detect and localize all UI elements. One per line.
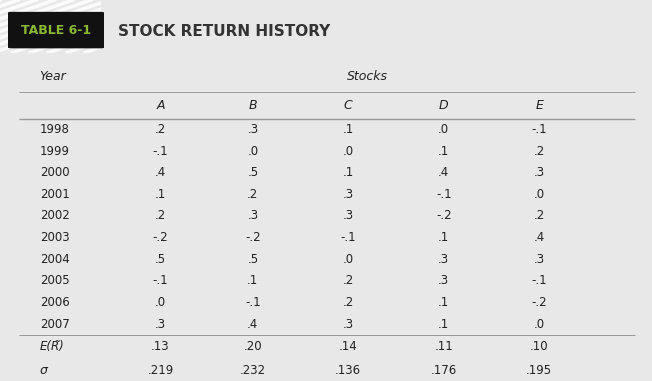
Text: σ: σ bbox=[40, 364, 48, 377]
Text: 1999: 1999 bbox=[40, 144, 70, 157]
Text: .176: .176 bbox=[430, 364, 457, 377]
Text: .3: .3 bbox=[247, 123, 258, 136]
Text: 1998: 1998 bbox=[40, 123, 70, 136]
Text: .4: .4 bbox=[247, 318, 258, 331]
Text: D: D bbox=[439, 99, 449, 112]
Text: .4: .4 bbox=[155, 166, 166, 179]
Text: .1: .1 bbox=[155, 188, 166, 201]
Text: -.2: -.2 bbox=[436, 210, 452, 223]
Text: 2004: 2004 bbox=[40, 253, 69, 266]
Text: .0: .0 bbox=[247, 144, 258, 157]
Text: .3: .3 bbox=[533, 166, 544, 179]
Text: .1: .1 bbox=[438, 144, 449, 157]
Text: .136: .136 bbox=[335, 364, 361, 377]
Text: -.1: -.1 bbox=[153, 144, 168, 157]
FancyBboxPatch shape bbox=[7, 13, 105, 48]
Text: TABLE 6-1: TABLE 6-1 bbox=[21, 24, 91, 37]
Text: .10: .10 bbox=[530, 340, 548, 353]
Text: .3: .3 bbox=[155, 318, 166, 331]
Text: 2001: 2001 bbox=[40, 188, 69, 201]
Text: .20: .20 bbox=[243, 340, 262, 353]
Text: 2000: 2000 bbox=[40, 166, 69, 179]
Text: -.1: -.1 bbox=[245, 296, 261, 309]
Text: 2005: 2005 bbox=[40, 274, 69, 287]
Text: -.1: -.1 bbox=[531, 123, 547, 136]
Text: .0: .0 bbox=[155, 296, 166, 309]
Text: .3: .3 bbox=[343, 188, 354, 201]
Text: -.1: -.1 bbox=[340, 231, 356, 244]
Text: .1: .1 bbox=[247, 274, 258, 287]
Text: .0: .0 bbox=[533, 318, 544, 331]
Text: .232: .232 bbox=[240, 364, 266, 377]
Text: .195: .195 bbox=[526, 364, 552, 377]
Text: .2: .2 bbox=[155, 123, 166, 136]
Text: -.1: -.1 bbox=[436, 188, 452, 201]
Text: .0: .0 bbox=[533, 188, 544, 201]
Text: .5: .5 bbox=[155, 253, 166, 266]
Text: STOCK RETURN HISTORY: STOCK RETURN HISTORY bbox=[118, 24, 331, 39]
Text: A: A bbox=[156, 99, 165, 112]
Text: .5: .5 bbox=[247, 166, 258, 179]
Text: .3: .3 bbox=[533, 253, 544, 266]
Text: .219: .219 bbox=[147, 364, 173, 377]
Text: .0: .0 bbox=[343, 144, 354, 157]
Text: .0: .0 bbox=[438, 123, 449, 136]
Text: .2: .2 bbox=[343, 296, 354, 309]
Text: E(R̃): E(R̃) bbox=[40, 340, 65, 353]
Text: .1: .1 bbox=[343, 166, 354, 179]
Text: .2: .2 bbox=[533, 144, 545, 157]
Text: B: B bbox=[248, 99, 257, 112]
Text: .5: .5 bbox=[247, 253, 258, 266]
Text: -.2: -.2 bbox=[531, 296, 547, 309]
Text: 2003: 2003 bbox=[40, 231, 69, 244]
Text: .13: .13 bbox=[151, 340, 170, 353]
Text: .3: .3 bbox=[343, 318, 354, 331]
Text: .3: .3 bbox=[343, 210, 354, 223]
Text: .4: .4 bbox=[533, 231, 545, 244]
Text: .14: .14 bbox=[339, 340, 358, 353]
Text: .4: .4 bbox=[438, 166, 449, 179]
Text: .1: .1 bbox=[343, 123, 354, 136]
Text: .3: .3 bbox=[438, 253, 449, 266]
Text: C: C bbox=[344, 99, 353, 112]
Text: .1: .1 bbox=[438, 231, 449, 244]
Text: -.2: -.2 bbox=[153, 231, 168, 244]
Text: 2007: 2007 bbox=[40, 318, 69, 331]
Text: .3: .3 bbox=[247, 210, 258, 223]
Text: .2: .2 bbox=[343, 274, 354, 287]
Text: .1: .1 bbox=[438, 296, 449, 309]
Text: Year: Year bbox=[40, 70, 67, 83]
Text: .1: .1 bbox=[438, 318, 449, 331]
Text: E: E bbox=[535, 99, 543, 112]
Text: .2: .2 bbox=[247, 188, 258, 201]
Text: 2002: 2002 bbox=[40, 210, 69, 223]
Text: 2006: 2006 bbox=[40, 296, 69, 309]
Text: -.1: -.1 bbox=[153, 274, 168, 287]
Text: .11: .11 bbox=[434, 340, 453, 353]
Text: -.1: -.1 bbox=[531, 274, 547, 287]
Text: Stocks: Stocks bbox=[347, 70, 388, 83]
Text: .0: .0 bbox=[343, 253, 354, 266]
Text: -.2: -.2 bbox=[245, 231, 261, 244]
Text: .2: .2 bbox=[533, 210, 545, 223]
Text: .3: .3 bbox=[438, 274, 449, 287]
Text: .2: .2 bbox=[155, 210, 166, 223]
